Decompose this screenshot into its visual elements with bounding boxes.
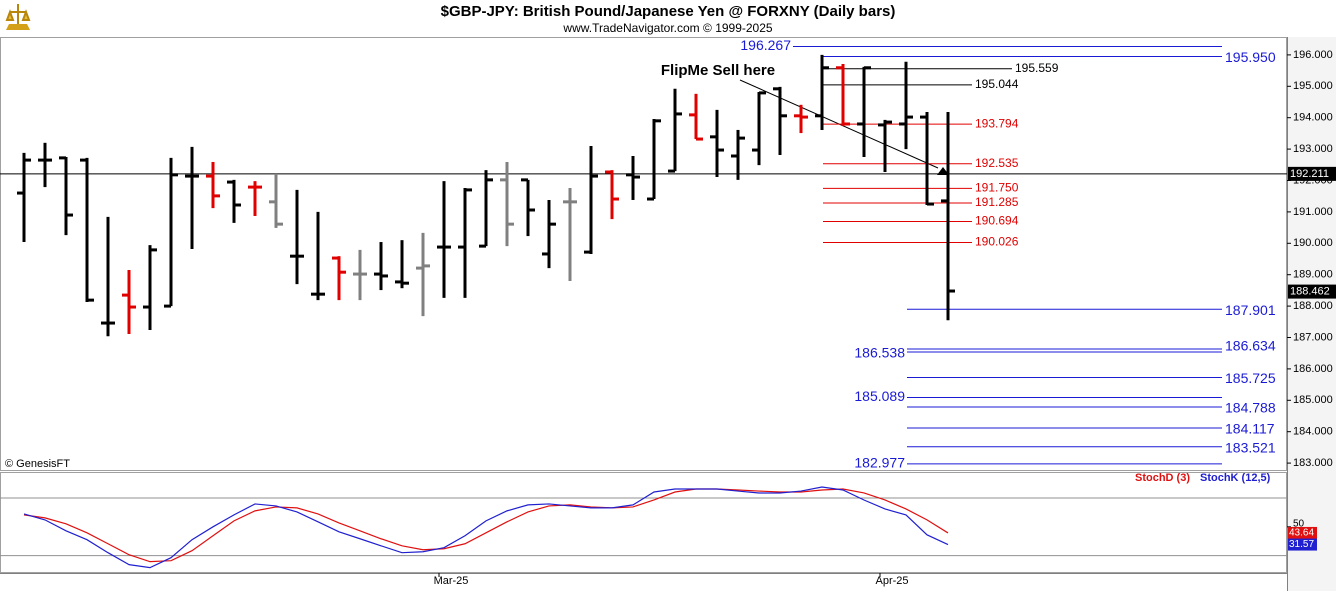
level-label: 185.725 (1225, 370, 1276, 386)
last-price-box (1288, 284, 1336, 299)
y-tick-label: 195.000 (1293, 80, 1333, 92)
level-label: 182.977 (854, 455, 905, 471)
y-tick-label: 196.000 (1293, 49, 1333, 61)
price-axis (1287, 37, 1336, 591)
level-label: 190.026 (975, 235, 1019, 249)
y-tick-label: 184.000 (1293, 426, 1333, 438)
level-label: 195.044 (975, 77, 1019, 91)
y-tick-label: 183.000 (1293, 457, 1333, 469)
level-label: 190.694 (975, 214, 1019, 228)
y-tick-label: 188.000 (1293, 300, 1333, 312)
last-price-label: 188.462 (1290, 285, 1330, 297)
arrow-head (937, 167, 949, 175)
legend-entry: StochK (12,5) (1200, 472, 1271, 484)
y-tick-label: 187.000 (1293, 331, 1333, 343)
level-label: 195.559 (1015, 61, 1059, 75)
y-tick-label: 193.000 (1293, 143, 1333, 155)
level-label: 183.521 (1225, 439, 1276, 455)
level-label: 186.538 (854, 345, 905, 361)
level-label: 191.285 (975, 195, 1019, 209)
level-label: 186.634 (1225, 338, 1276, 354)
logo (5, 4, 31, 30)
last-value-box (1288, 538, 1317, 551)
y-tick-label: 186.000 (1293, 363, 1333, 375)
last-value-box (1288, 526, 1317, 539)
level-label: 195.950 (1225, 49, 1276, 65)
level-label: 196.267 (740, 37, 791, 53)
level-label: 187.901 (1225, 302, 1276, 318)
x-tick-label: Apr-25 (875, 575, 908, 587)
y-tick-label: 191.000 (1293, 206, 1333, 218)
level-label: 192.535 (975, 156, 1019, 170)
level-label: 185.089 (854, 388, 905, 404)
y-tick-label: 190.000 (1293, 237, 1333, 249)
y-tick-label: 194.000 (1293, 112, 1333, 124)
last-value-label: 31.57 (1289, 539, 1314, 550)
level-label: 193.794 (975, 116, 1019, 130)
reference-label: 192.211 (1290, 168, 1329, 180)
price-panel (0, 37, 1287, 471)
level-label: 184.788 (1225, 400, 1276, 416)
y-tick-label: 189.000 (1293, 269, 1333, 281)
annotation: FlipMe Sell here (661, 62, 775, 79)
y-tick-label: 185.000 (1293, 394, 1333, 406)
stoch-panel (0, 472, 1287, 573)
legend-entry: StochD (3) (1135, 472, 1190, 484)
x-tick-label: Mar-25 (434, 575, 469, 587)
level-label: 191.750 (975, 181, 1019, 195)
stoch-line (23, 486, 949, 569)
chart-subtitle: www.TradeNavigator.com © 1999-2025 (562, 21, 772, 35)
level-label: 184.117 (1225, 421, 1275, 437)
copyright: © GenesisFT (5, 458, 70, 470)
y-tick-label: 50 (1293, 518, 1305, 529)
last-value-label: 43.64 (1289, 528, 1314, 539)
chart-title: $GBP-JPY: British Pound/Japanese Yen @ F… (441, 3, 896, 20)
reference-box (1288, 166, 1336, 181)
